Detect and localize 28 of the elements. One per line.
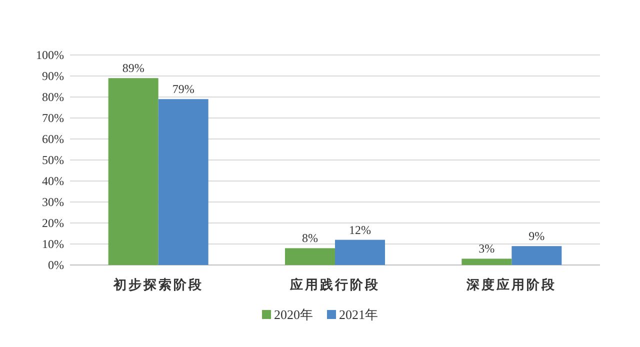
bar bbox=[158, 99, 208, 265]
y-tick-label: 80% bbox=[42, 90, 64, 104]
y-tick-label: 70% bbox=[42, 111, 64, 125]
data-label: 12% bbox=[349, 222, 371, 237]
y-tick-label: 30% bbox=[42, 195, 64, 209]
bar bbox=[512, 246, 562, 265]
y-tick-label: 20% bbox=[42, 216, 64, 230]
y-tick-label: 90% bbox=[42, 69, 64, 83]
x-tick-label: 初步探索阶段 bbox=[112, 277, 204, 292]
y-tick-label: 60% bbox=[42, 132, 64, 146]
x-tick-label: 应用践行阶段 bbox=[289, 277, 380, 292]
data-label: 8% bbox=[302, 231, 318, 246]
y-tick-label: 10% bbox=[42, 237, 64, 251]
data-label: 89% bbox=[122, 61, 144, 76]
legend-label: 2021年 bbox=[339, 307, 378, 322]
bar bbox=[335, 240, 385, 265]
bar bbox=[285, 248, 335, 265]
bar bbox=[462, 258, 512, 265]
legend-label: 2020年 bbox=[274, 307, 313, 322]
y-tick-label: 50% bbox=[42, 153, 64, 167]
y-tick-label: 40% bbox=[42, 174, 64, 188]
bar bbox=[108, 78, 158, 265]
y-tick-label: 100% bbox=[36, 48, 64, 62]
x-tick-label: 深度应用阶段 bbox=[466, 277, 557, 292]
data-label: 3% bbox=[478, 242, 495, 256]
data-label: 79% bbox=[172, 82, 194, 96]
data-label: 9% bbox=[528, 229, 545, 244]
y-tick-label: 0% bbox=[48, 258, 64, 272]
